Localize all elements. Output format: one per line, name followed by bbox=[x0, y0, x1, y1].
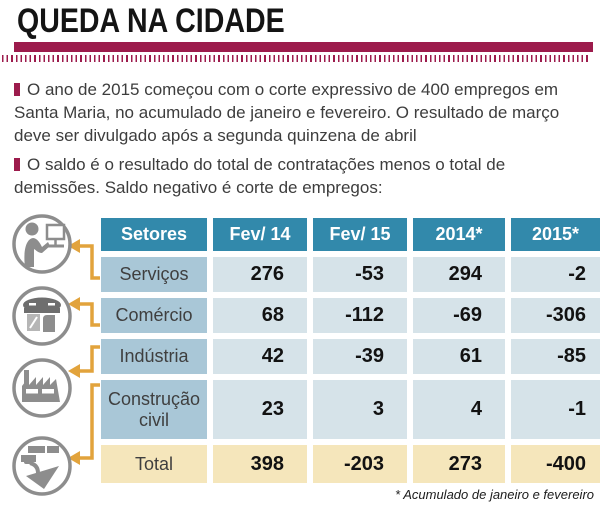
footnote: * Acumulado de janeiro e fevereiro bbox=[395, 487, 594, 502]
column-header-2014: 2014* bbox=[413, 218, 505, 251]
value-construcao-fev15: 3 bbox=[313, 380, 407, 439]
sector-label-comercio: Comércio bbox=[101, 298, 207, 333]
sector-label-industria: Indústria bbox=[101, 339, 207, 374]
value-servicos-2014: 294 bbox=[413, 257, 505, 292]
storefront-icon bbox=[12, 286, 72, 346]
column-header-fev14: Fev/ 14 bbox=[213, 218, 307, 251]
value-construcao-2015: -1 bbox=[511, 380, 600, 439]
value-industria-2014: 61 bbox=[413, 339, 505, 374]
total-2015: -400 bbox=[511, 445, 600, 483]
value-comercio-2014: -69 bbox=[413, 298, 505, 333]
services-icon bbox=[12, 214, 72, 274]
total-fev15: -203 bbox=[313, 445, 407, 483]
intro-text-2: O saldo é o resultado do total de contra… bbox=[14, 155, 506, 197]
value-servicos-2015: -2 bbox=[511, 257, 600, 292]
total-row-label: Total bbox=[101, 445, 207, 483]
column-header-fev15: Fev/ 15 bbox=[313, 218, 407, 251]
column-header-setores: Setores bbox=[101, 218, 207, 251]
sector-label-servicos: Serviços bbox=[101, 257, 207, 292]
title-rule bbox=[14, 42, 593, 52]
value-industria-fev14: 42 bbox=[213, 339, 307, 374]
value-comercio-2015: -306 bbox=[511, 298, 600, 333]
total-fev14: 398 bbox=[213, 445, 307, 483]
value-comercio-fev14: 68 bbox=[213, 298, 307, 333]
value-comercio-fev15: -112 bbox=[313, 298, 407, 333]
title-rule-dashes bbox=[2, 55, 588, 62]
value-industria-2015: -85 bbox=[511, 339, 600, 374]
column-header-2015: 2015* bbox=[511, 218, 600, 251]
value-servicos-fev15: -53 bbox=[313, 257, 407, 292]
page-title: QUEDA NA CIDADE bbox=[17, 2, 285, 40]
construction-icon bbox=[12, 436, 72, 496]
factory-icon bbox=[12, 358, 72, 418]
sector-label-construcao-civil: Construção civil bbox=[101, 380, 207, 439]
total-2014: 273 bbox=[413, 445, 505, 483]
value-servicos-fev14: 276 bbox=[213, 257, 307, 292]
value-construcao-2014: 4 bbox=[413, 380, 505, 439]
bullet-marker bbox=[14, 158, 20, 171]
intro-paragraph-1: O ano de 2015 começou com o corte expres… bbox=[14, 78, 594, 147]
value-construcao-fev14: 23 bbox=[213, 380, 307, 439]
employment-table: Setores Fev/ 14 Fev/ 15 2014* 2015* Serv… bbox=[101, 218, 600, 483]
intro-text-1: O ano de 2015 começou com o corte expres… bbox=[14, 80, 560, 145]
connector-arrowheads bbox=[68, 239, 80, 465]
value-industria-fev15: -39 bbox=[313, 339, 407, 374]
intro-paragraph-2: O saldo é o resultado do total de contra… bbox=[14, 153, 594, 199]
bullet-marker bbox=[14, 83, 20, 96]
row-to-icon-connectors bbox=[68, 239, 100, 465]
